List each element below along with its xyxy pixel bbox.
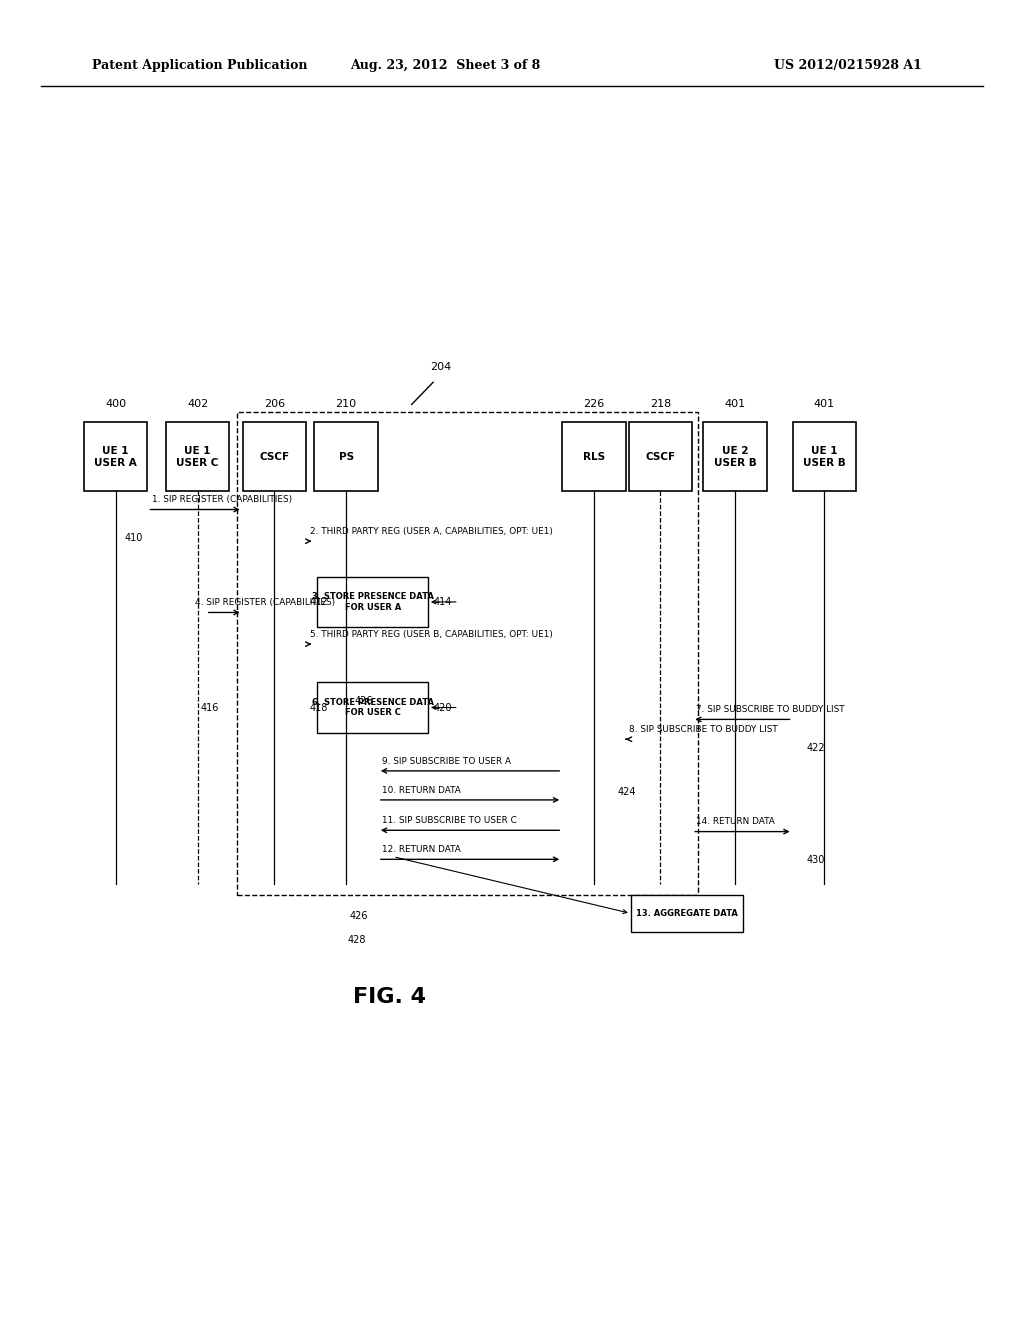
Text: CSCF: CSCF — [645, 451, 676, 462]
FancyBboxPatch shape — [243, 422, 306, 491]
Text: 410: 410 — [125, 533, 143, 544]
FancyBboxPatch shape — [562, 422, 626, 491]
FancyBboxPatch shape — [703, 422, 767, 491]
Text: 1. SIP REGISTER (CAPABILITIES): 1. SIP REGISTER (CAPABILITIES) — [152, 495, 292, 504]
Text: 400: 400 — [105, 399, 126, 409]
Text: 428: 428 — [347, 935, 366, 945]
FancyBboxPatch shape — [629, 422, 692, 491]
Text: 414: 414 — [433, 597, 452, 607]
Text: 10. RETURN DATA: 10. RETURN DATA — [382, 785, 461, 795]
Text: UE 1
USER C: UE 1 USER C — [176, 446, 219, 467]
Text: Patent Application Publication: Patent Application Publication — [92, 59, 307, 73]
Text: 12. RETURN DATA: 12. RETURN DATA — [382, 845, 461, 854]
Text: 426: 426 — [354, 696, 373, 706]
Text: 206: 206 — [264, 399, 285, 409]
Text: 430: 430 — [807, 855, 825, 866]
Text: 401: 401 — [814, 399, 835, 409]
Text: 7. SIP SUBSCRIBE TO BUDDY LIST: 7. SIP SUBSCRIBE TO BUDDY LIST — [696, 705, 845, 714]
Text: 13. AGGREGATE DATA: 13. AGGREGATE DATA — [636, 909, 738, 917]
Text: 14. RETURN DATA: 14. RETURN DATA — [696, 817, 775, 826]
Text: UE 2
USER B: UE 2 USER B — [714, 446, 757, 467]
Text: FIG. 4: FIG. 4 — [352, 986, 426, 1007]
FancyBboxPatch shape — [166, 422, 229, 491]
Text: 416: 416 — [201, 702, 219, 713]
Text: 210: 210 — [336, 399, 356, 409]
Text: RLS: RLS — [583, 451, 605, 462]
FancyBboxPatch shape — [793, 422, 856, 491]
FancyBboxPatch shape — [317, 577, 428, 627]
Text: 218: 218 — [650, 399, 671, 409]
Text: 11. SIP SUBSCRIBE TO USER C: 11. SIP SUBSCRIBE TO USER C — [382, 816, 517, 825]
Text: PS: PS — [339, 451, 353, 462]
Text: 418: 418 — [309, 702, 328, 713]
Text: 8. SIP SUBSCRIBE TO BUDDY LIST: 8. SIP SUBSCRIBE TO BUDDY LIST — [629, 725, 777, 734]
Text: US 2012/0215928 A1: US 2012/0215928 A1 — [774, 59, 922, 73]
Text: 5. THIRD PARTY REG (USER B, CAPABILITIES, OPT: UE1): 5. THIRD PARTY REG (USER B, CAPABILITIES… — [310, 630, 553, 639]
Text: 401: 401 — [725, 399, 745, 409]
Text: 2. THIRD PARTY REG (USER A, CAPABILITIES, OPT: UE1): 2. THIRD PARTY REG (USER A, CAPABILITIES… — [310, 527, 553, 536]
Text: 402: 402 — [187, 399, 208, 409]
Text: Aug. 23, 2012  Sheet 3 of 8: Aug. 23, 2012 Sheet 3 of 8 — [350, 59, 541, 73]
Text: 426: 426 — [349, 911, 368, 921]
FancyBboxPatch shape — [84, 422, 147, 491]
Text: CSCF: CSCF — [259, 451, 290, 462]
FancyBboxPatch shape — [317, 682, 428, 733]
Text: UE 1
USER B: UE 1 USER B — [803, 446, 846, 467]
Text: 420: 420 — [433, 702, 452, 713]
Text: 412: 412 — [309, 597, 328, 607]
Text: 424: 424 — [617, 787, 637, 797]
Text: 226: 226 — [584, 399, 604, 409]
Text: UE 1
USER A: UE 1 USER A — [94, 446, 137, 467]
Text: 4. SIP REGISTER (CAPABILITIES): 4. SIP REGISTER (CAPABILITIES) — [195, 598, 335, 607]
Text: 6. STORE PRESENCE DATA
FOR USER C: 6. STORE PRESENCE DATA FOR USER C — [311, 698, 434, 717]
Text: 204: 204 — [430, 362, 451, 372]
Text: 3. STORE PRESENCE DATA
FOR USER A: 3. STORE PRESENCE DATA FOR USER A — [311, 593, 434, 611]
FancyBboxPatch shape — [314, 422, 378, 491]
Text: 9. SIP SUBSCRIBE TO USER A: 9. SIP SUBSCRIBE TO USER A — [382, 756, 511, 766]
FancyBboxPatch shape — [631, 895, 743, 932]
Text: 422: 422 — [807, 743, 825, 754]
